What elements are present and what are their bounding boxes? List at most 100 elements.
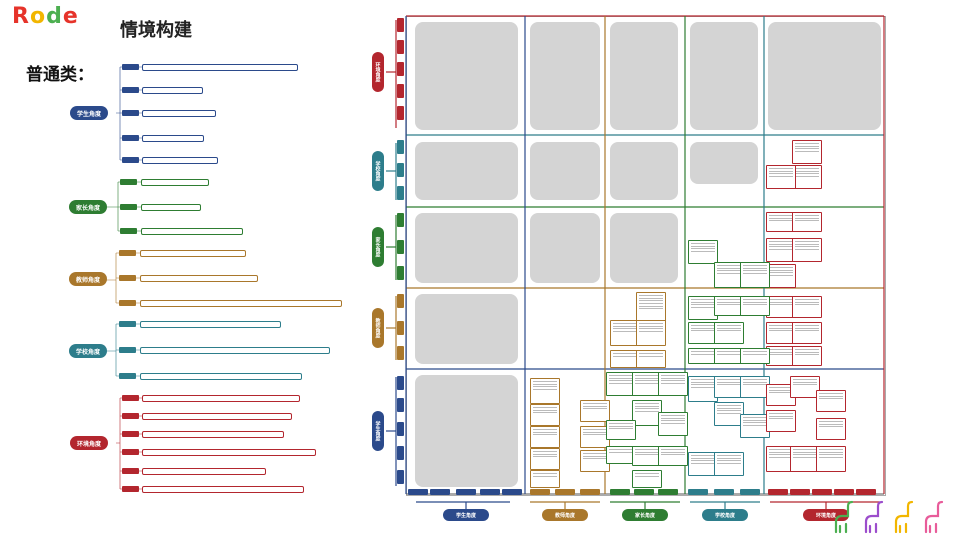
column-tag (740, 489, 760, 495)
column-tag (688, 489, 708, 495)
note-box (740, 348, 770, 364)
school-leaf (140, 321, 281, 328)
note-box (714, 296, 744, 316)
row-label-teacher: 教师角度 (372, 308, 384, 348)
image-placeholder (415, 213, 518, 283)
image-placeholder (610, 142, 678, 200)
parent-tag (120, 228, 137, 234)
teacher-leaf (140, 300, 342, 307)
category-parent: 家长角度 (69, 200, 107, 214)
note-box (792, 296, 822, 318)
image-placeholder (690, 142, 758, 184)
image-placeholder (610, 213, 678, 283)
image-placeholder (530, 142, 600, 200)
logo-letter-o: o (29, 4, 47, 29)
row-tag (397, 186, 404, 200)
environment-tag (122, 449, 139, 455)
row-label-environment: 环境角度 (372, 52, 384, 92)
student-tag (122, 157, 139, 163)
note-box (658, 412, 688, 436)
teacher-leaf (140, 250, 246, 257)
row-tag (397, 213, 404, 227)
rode-logo: Rode (12, 4, 79, 29)
row-tag (397, 106, 404, 120)
page-title: 情境构建 (120, 20, 192, 41)
note-box (606, 420, 636, 440)
note-box (658, 446, 688, 466)
note-box (740, 414, 770, 438)
environment-tag (122, 413, 139, 419)
category-school: 学校角度 (69, 344, 107, 358)
note-box (792, 165, 822, 189)
row-label-school: 学校角度 (372, 151, 384, 191)
environment-leaf (142, 395, 300, 402)
note-box (816, 446, 846, 472)
note-box (792, 238, 822, 262)
column-tag (530, 489, 550, 495)
environment-leaf (142, 449, 316, 456)
school-tag (119, 321, 136, 327)
image-placeholder (690, 22, 758, 130)
note-box (632, 470, 662, 488)
school-leaf (140, 373, 302, 380)
row-tag (397, 376, 404, 390)
parent-leaf (141, 228, 243, 235)
note-box (740, 296, 770, 316)
image-placeholder (415, 22, 518, 130)
row-tag (397, 321, 404, 335)
note-box (606, 446, 636, 464)
note-box (790, 376, 820, 398)
note-box (688, 296, 718, 320)
environment-tag (122, 468, 139, 474)
note-box (766, 264, 796, 288)
image-placeholder (415, 375, 518, 487)
column-tag (502, 489, 522, 495)
school-leaf (140, 347, 330, 354)
logo-letter-r: R (12, 4, 30, 29)
column-tag (456, 489, 476, 495)
school-tag (119, 347, 136, 353)
note-box (530, 470, 560, 488)
parent-tag (120, 179, 137, 185)
column-tag (834, 489, 854, 495)
teacher-leaf (140, 275, 258, 282)
row-tag (397, 398, 404, 412)
note-box (714, 452, 744, 476)
column-tag (555, 489, 575, 495)
note-box (792, 140, 822, 164)
column-tag (714, 489, 734, 495)
column-label-student: 学生角度 (443, 509, 489, 521)
parent-leaf (141, 179, 209, 186)
column-tag (430, 489, 450, 495)
environment-leaf (142, 413, 292, 420)
column-tag (610, 489, 630, 495)
note-box (688, 452, 718, 476)
note-box (688, 240, 718, 264)
student-leaf (142, 135, 204, 142)
note-box (530, 448, 560, 470)
row-tag (397, 40, 404, 54)
note-box (632, 400, 662, 426)
logo-letter-e: e (62, 4, 79, 29)
column-label-parent: 家长角度 (622, 509, 668, 521)
row-label-student: 学生角度 (372, 411, 384, 451)
column-tag (856, 489, 876, 495)
image-placeholder (530, 213, 600, 283)
note-box (636, 320, 666, 346)
section-label: 普通类： (26, 65, 94, 85)
column-tag (580, 489, 600, 495)
row-tag (397, 422, 404, 436)
column-tag (790, 489, 810, 495)
note-box (792, 212, 822, 232)
teacher-tag (119, 250, 136, 256)
column-tag (768, 489, 788, 495)
image-placeholder (530, 22, 600, 130)
row-tag (397, 470, 404, 484)
row-tag (397, 446, 404, 460)
category-teacher: 教师角度 (69, 272, 107, 286)
note-box (636, 292, 666, 324)
note-box (816, 418, 846, 440)
note-box (790, 446, 820, 472)
note-box (658, 372, 688, 396)
note-box (632, 372, 662, 396)
